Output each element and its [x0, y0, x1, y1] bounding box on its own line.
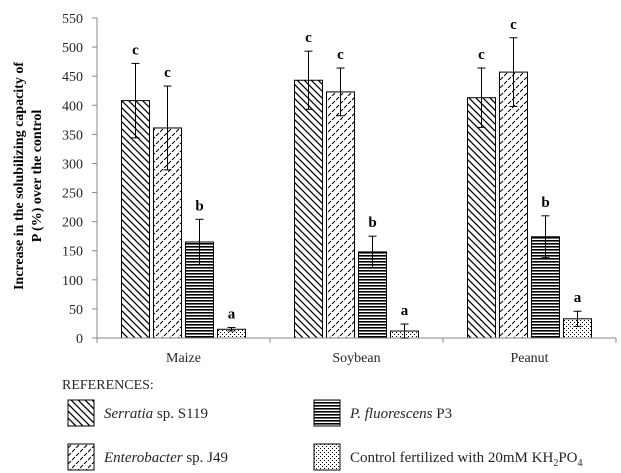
y-tick-label: 350: [62, 128, 83, 143]
significance-letter: c: [305, 30, 312, 46]
y-tick-label: 300: [62, 157, 83, 172]
legend-label: P. fluorescens P3: [349, 406, 452, 422]
significance-letters: c c b a c c b a c c b a: [132, 17, 582, 323]
significance-letter: c: [510, 17, 517, 33]
significance-letter: c: [337, 47, 344, 63]
legend: REFERENCES: Serratia sp. S119 Enterobacte…: [62, 378, 583, 471]
x-tick-label: Peanut: [510, 351, 548, 366]
y-tick-label: 100: [62, 274, 83, 289]
significance-letter: c: [132, 42, 139, 58]
legend-label-part: sp. J49: [183, 450, 228, 466]
y-axis-title: Increase in the solubilizing capacity of…: [12, 62, 45, 290]
y-tick-label: 550: [62, 12, 83, 27]
legend-label: Enterobacter sp. J49: [103, 450, 228, 466]
legend-swatch-enterobacter-sp-j49: [67, 443, 95, 471]
legend-swatch-serratia-sp-s119: [67, 399, 95, 427]
y-tick-label: 500: [62, 41, 83, 56]
bars: [121, 71, 592, 339]
bar-serratia-sp-s119-peanut: [467, 97, 496, 339]
legend-label-part: P3: [433, 406, 453, 422]
significance-letter: b: [541, 195, 549, 211]
bar-serratia-sp-s119-soybean: [294, 79, 323, 339]
legend-label-part: Enterobacter: [103, 450, 183, 466]
y-axis-title-line-2: P (%) over the control: [30, 110, 45, 243]
legend-label: Serratia sp. S119: [104, 406, 208, 422]
bar-enterobacter-sp-j49-peanut: [499, 71, 528, 339]
y-tick-label: 450: [62, 70, 83, 85]
legend-swatch-control-fertilized-with-20mm-kh2po4: [313, 443, 341, 471]
significance-letter: c: [478, 47, 485, 63]
y-tick-label: 250: [62, 187, 83, 202]
y-tick-label: 50: [69, 303, 83, 318]
significance-letter: a: [228, 307, 236, 323]
y-axis-title-line-1: Increase in the solubilizing capacity of: [12, 62, 27, 290]
axes: 0 50 100 150 200 250 300 350 400 450 500 550: [62, 12, 617, 347]
legend-label-part: 2: [553, 458, 558, 469]
y-tick-label: 150: [62, 245, 83, 260]
x-tick-label: Maize: [166, 351, 201, 366]
significance-letter: b: [195, 198, 203, 214]
legend-label-part: sp. S119: [153, 406, 208, 422]
legend-label-part: Control fertilized with 20mM KH: [350, 450, 553, 466]
significance-letter: a: [401, 303, 409, 319]
legend-swatch-p-fluorescens-p3: [313, 399, 341, 427]
legend-label-part: P. fluorescens: [349, 406, 433, 422]
legend-label: Control fertilized with 20mM KH2PO4: [350, 450, 583, 469]
legend-label-part: Serratia: [104, 406, 153, 422]
legend-label-part: PO: [558, 450, 577, 466]
y-tick-label: 0: [76, 332, 83, 347]
significance-letter: b: [368, 215, 376, 231]
legend-label-part: 4: [578, 458, 583, 469]
legend-title: REFERENCES:: [62, 378, 154, 393]
error-bars: [131, 37, 582, 339]
bar-enterobacter-sp-j49-soybean: [326, 91, 355, 339]
x-tick-label: Soybean: [332, 351, 380, 366]
y-tick-label: 200: [62, 216, 83, 231]
significance-letter: a: [574, 290, 582, 306]
significance-letter: c: [164, 65, 171, 81]
y-tick-label: 400: [62, 99, 83, 114]
x-axis-labels: Maize Soybean Peanut: [166, 351, 549, 366]
